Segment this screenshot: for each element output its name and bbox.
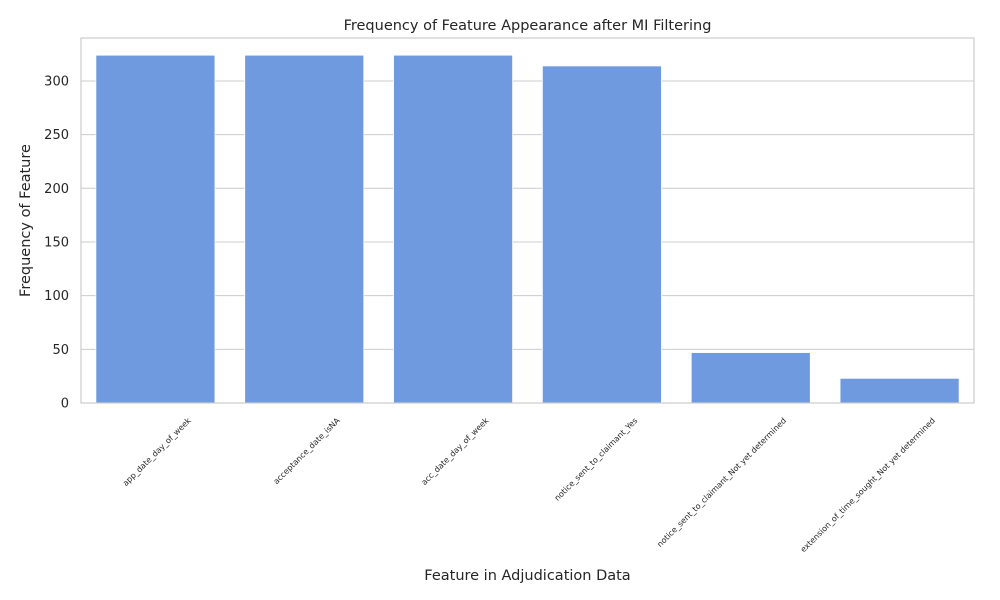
grid-lines [81,80,974,404]
y-tick-label: 100 [44,289,69,304]
x-axis-label: Feature in Adjudication Data [424,568,630,584]
x-tick-label: notice_sent_to_claimant_Yes [553,416,640,503]
x-tick-label: acc_date_day_of_week [420,416,491,487]
y-tick-label: 250 [44,128,69,143]
bar [393,54,514,404]
bar [244,54,365,404]
x-tick-label: acceptance_date_isNA [272,416,342,486]
y-tick-label: 0 [61,397,69,412]
bar [690,352,811,404]
x-tick-label: notice_sent_to_claimant_Not yet determin… [655,416,788,549]
x-tick-label: app_date_day_of_week [121,416,193,488]
chart-title: Frequency of Feature Appearance after MI… [344,18,712,34]
y-tick-label: 150 [44,235,69,250]
y-axis-label: Frequency of Feature [18,144,34,297]
bar [95,54,216,404]
x-axis-ticks: app_date_day_of_week acceptance_date_isNA… [121,416,937,555]
x-tick-label: extension_of_time_sought_Not yet determi… [799,416,937,554]
y-tick-label: 50 [52,343,69,358]
bar [839,377,960,404]
bar [541,65,662,404]
bars [95,54,960,404]
plot-frame [80,37,975,404]
y-tick-label: 200 [44,182,69,197]
y-axis-ticks: 0 50 100 150 200 250 300 [44,74,69,411]
y-tick-label: 300 [44,74,69,89]
